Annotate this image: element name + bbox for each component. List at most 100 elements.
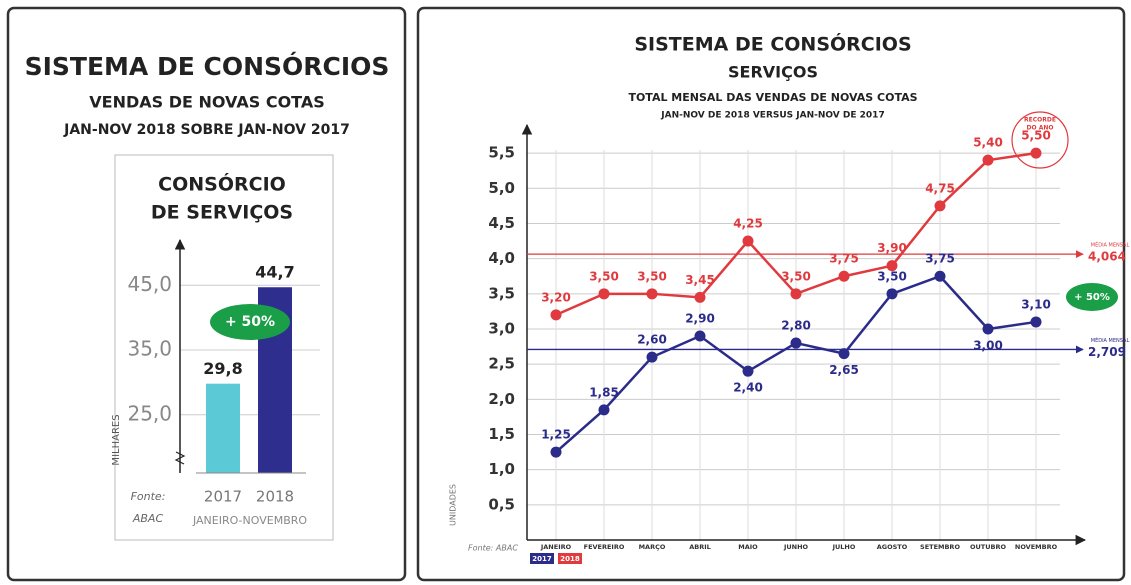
value-label: 3,50 <box>781 269 811 283</box>
x-tick-label: NOVEMBRO <box>1015 543 1058 551</box>
value-label: 3,20 <box>541 290 571 304</box>
chart-title: CONSÓRCIO <box>158 172 286 196</box>
x-tick-label: 2017 <box>204 488 242 506</box>
point <box>886 260 898 272</box>
x-tick-label: SETEMBRO <box>920 543 960 551</box>
x-tick-label: MARÇO <box>639 543 666 551</box>
x-tick-label: MAIO <box>738 543 758 551</box>
y-tick-label: 2,0 <box>488 390 515 408</box>
value-label: 3,45 <box>685 273 715 287</box>
point <box>886 288 898 300</box>
legend-swatch <box>530 553 554 564</box>
value-label: 5,40 <box>973 136 1003 150</box>
value-label: 3,75 <box>829 252 859 266</box>
source: ABAC <box>132 512 164 525</box>
legend-label: 2017 <box>532 555 552 563</box>
point <box>550 309 562 321</box>
point <box>838 348 850 360</box>
title: SISTEMA DE CONSÓRCIOS <box>25 51 390 81</box>
value-label: 1,85 <box>589 385 619 399</box>
y-axis-label: MILHARES <box>111 414 122 465</box>
badge <box>1066 283 1118 311</box>
x-tick-label: JULHO <box>832 543 856 551</box>
y-tick-label: 35,0 <box>127 337 172 361</box>
y-tick-label: 4,5 <box>488 214 515 232</box>
point <box>598 288 610 300</box>
point <box>934 270 946 282</box>
point <box>598 404 610 416</box>
value-label: 2,60 <box>637 333 667 347</box>
value-label: 4,75 <box>925 181 955 195</box>
period: JAN-NOV DE 2018 VERSUS JAN-NOV DE 2017 <box>660 111 884 121</box>
chart-title: DE SERVIÇOS <box>151 202 293 224</box>
x-tick-label: OUTUBRO <box>970 543 1006 551</box>
x-tick-label: JUNHO <box>783 543 809 551</box>
point <box>742 235 754 247</box>
value-label: 4,25 <box>733 217 763 231</box>
description: TOTAL MENSAL DAS VENDAS DE NOVAS COTAS <box>628 91 917 104</box>
value-label: 2,80 <box>781 319 811 333</box>
x-tick-label: ABRIL <box>689 543 711 551</box>
record-annotation: RECORDE <box>1024 117 1056 124</box>
point <box>982 323 994 335</box>
record-annotation: DO ANO <box>1027 125 1054 132</box>
point <box>982 154 994 166</box>
value-label: 3,50 <box>637 269 667 283</box>
value-label: 3,90 <box>877 241 907 255</box>
y-tick-label: 4,0 <box>488 249 515 267</box>
reference-label: 4,064 <box>1088 250 1126 264</box>
axis-break <box>174 451 186 465</box>
point <box>694 291 706 303</box>
title: SISTEMA DE CONSÓRCIOS <box>634 32 911 56</box>
value-label: 3,50 <box>877 269 907 283</box>
point <box>646 288 658 300</box>
point <box>1030 316 1042 328</box>
y-axis-label: UNIDADES <box>449 484 458 526</box>
subtitle: SERVIÇOS <box>728 63 818 82</box>
reference-name: MÉDIA MENSAL <box>1091 336 1130 344</box>
x-tick-label: AGOSTO <box>877 543 908 551</box>
y-tick-label: 45,0 <box>127 272 172 296</box>
badge <box>210 304 290 340</box>
point <box>1030 147 1042 159</box>
value-label: 3,75 <box>925 252 955 266</box>
y-tick-label: 5,0 <box>488 179 515 197</box>
growth-annotation: + 50% <box>1074 292 1110 303</box>
x-tick-label: FEVEREIRO <box>584 543 625 551</box>
y-tick-label: 25,0 <box>127 401 172 425</box>
value-label: 5,50 <box>1021 129 1051 143</box>
value-label: 3,50 <box>589 269 619 283</box>
y-tick-label: 3,0 <box>488 319 515 337</box>
point <box>934 200 946 212</box>
value-label: 29,8 <box>203 359 242 378</box>
x-tick-label: 2018 <box>256 488 294 506</box>
point <box>646 351 658 363</box>
y-tick-label: 5,5 <box>488 144 515 162</box>
subtitle: VENDAS DE NOVAS COTAS <box>89 93 325 112</box>
bar <box>206 383 240 473</box>
record-circle <box>1011 111 1069 169</box>
legend-label: 2018 <box>560 555 580 563</box>
value-label: 2,65 <box>829 363 859 377</box>
legend-swatch <box>558 553 582 564</box>
y-tick-label: 1,5 <box>488 425 515 443</box>
source: Fonte: ABAC <box>468 544 518 553</box>
point <box>790 288 802 300</box>
annotation: + 50% <box>225 314 275 330</box>
y-tick-label: 0,5 <box>488 495 515 513</box>
value-label: 3,00 <box>973 338 1003 352</box>
inner-box <box>114 154 334 541</box>
point <box>838 270 850 282</box>
value-label: 1,25 <box>541 428 571 442</box>
reference-name: MÉDIA MENSAL <box>1091 241 1130 249</box>
reference-label: 2,709 <box>1088 345 1126 359</box>
y-tick-label: 3,5 <box>488 284 515 302</box>
y-tick-label: 2,5 <box>488 355 515 373</box>
point <box>694 330 706 342</box>
value-label: 2,90 <box>685 312 715 326</box>
value-label: 44,7 <box>255 263 294 282</box>
x-tick-label: JANEIRO <box>540 543 572 551</box>
source: Fonte: <box>131 490 166 503</box>
point <box>550 446 562 458</box>
